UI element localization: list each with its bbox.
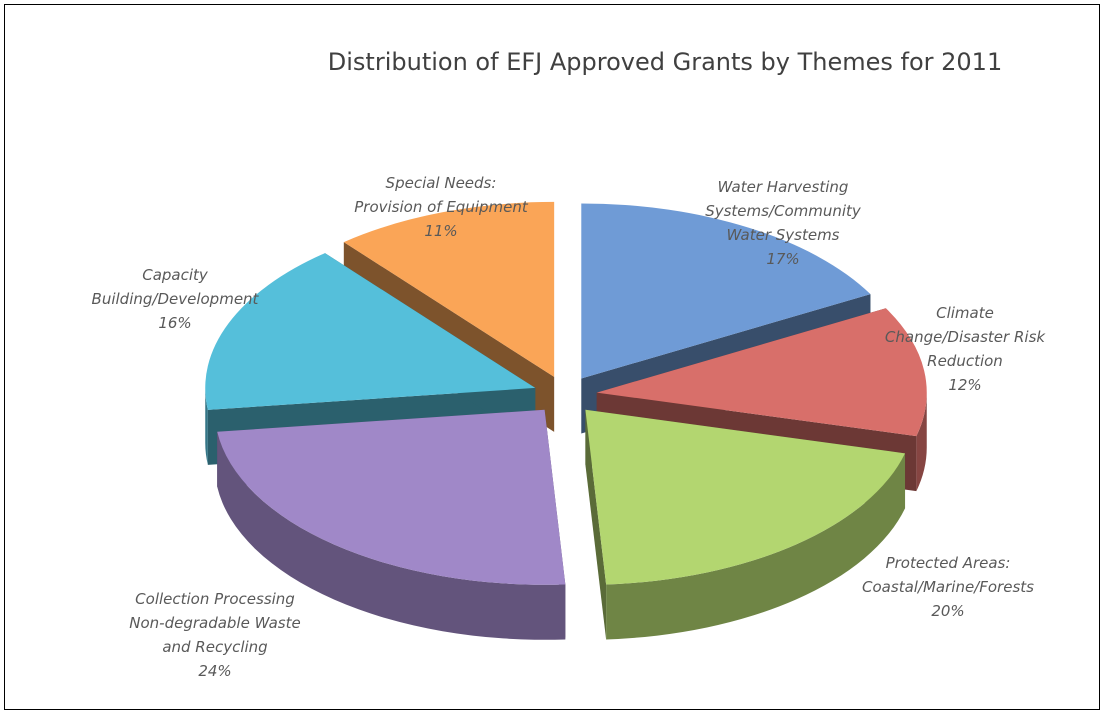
slice-label-line: Coastal/Marine/Forests — [862, 578, 1034, 596]
slice-label-1: Water Harvesting Systems/Community Water S… — [705, 178, 862, 268]
slice-top-3 — [585, 409, 906, 585]
slice-label-line: Non-degradable Waste — [129, 614, 300, 632]
pie-slice-4 — [217, 409, 566, 640]
slice-value-label: 11% — [424, 222, 457, 240]
slice-top-4 — [217, 409, 566, 585]
pie-slice-3 — [585, 409, 906, 640]
slice-value-label: 17% — [766, 250, 799, 268]
chart-title: Distribution of EFJ Approved Grants by T… — [328, 48, 1002, 76]
slice-label-line: Water Systems — [727, 226, 840, 244]
slice-label-line: Building/Development — [92, 290, 260, 308]
slice-label-2: Climate Change/Disaster Risk Reduction 12% — [885, 304, 1046, 394]
slice-label-line: Reduction — [927, 352, 1003, 370]
slice-label-6: Special Needs: Provision of Equipment 11% — [354, 174, 529, 240]
slice-top-5 — [205, 253, 536, 410]
slice-label-line: and Recycling — [162, 638, 267, 656]
slice-label-3: Protected Areas: Coastal/Marine/Forests 20… — [862, 554, 1034, 620]
slice-label-5: Capacity Building/Development 16% — [92, 266, 260, 332]
slice-value-label: 12% — [948, 376, 981, 394]
slice-label-line: Special Needs: — [386, 174, 497, 192]
slice-top-1 — [581, 203, 871, 379]
slice-wall-3-2 — [585, 409, 607, 640]
slice-label-line: Change/Disaster Risk — [885, 328, 1046, 346]
slice-label-line: Collection Processing — [135, 590, 295, 608]
slice-label-4: Collection Processing Non-degradable Wast… — [129, 590, 300, 680]
slice-value-label: 16% — [158, 314, 191, 332]
slice-top-2 — [596, 308, 927, 437]
slice-label-line: Climate — [936, 304, 994, 322]
slice-labels: Water Harvesting Systems/Community Water S… — [92, 174, 1047, 680]
slice-top-6 — [343, 201, 555, 377]
slice-label-line: Systems/Community — [705, 202, 862, 220]
slice-side-5 — [205, 387, 208, 465]
slice-label-line: Water Harvesting — [718, 178, 849, 196]
slice-value-label: 24% — [198, 662, 231, 680]
slice-side-3 — [606, 453, 906, 640]
slice-label-line: Capacity — [142, 266, 209, 284]
slice-label-line: Provision of Equipment — [354, 198, 529, 216]
slice-side-4 — [217, 431, 566, 640]
slice-value-label: 20% — [931, 602, 964, 620]
pie-slices — [205, 201, 927, 640]
slice-side-2 — [916, 392, 927, 492]
slice-label-line: Protected Areas: — [886, 554, 1011, 572]
